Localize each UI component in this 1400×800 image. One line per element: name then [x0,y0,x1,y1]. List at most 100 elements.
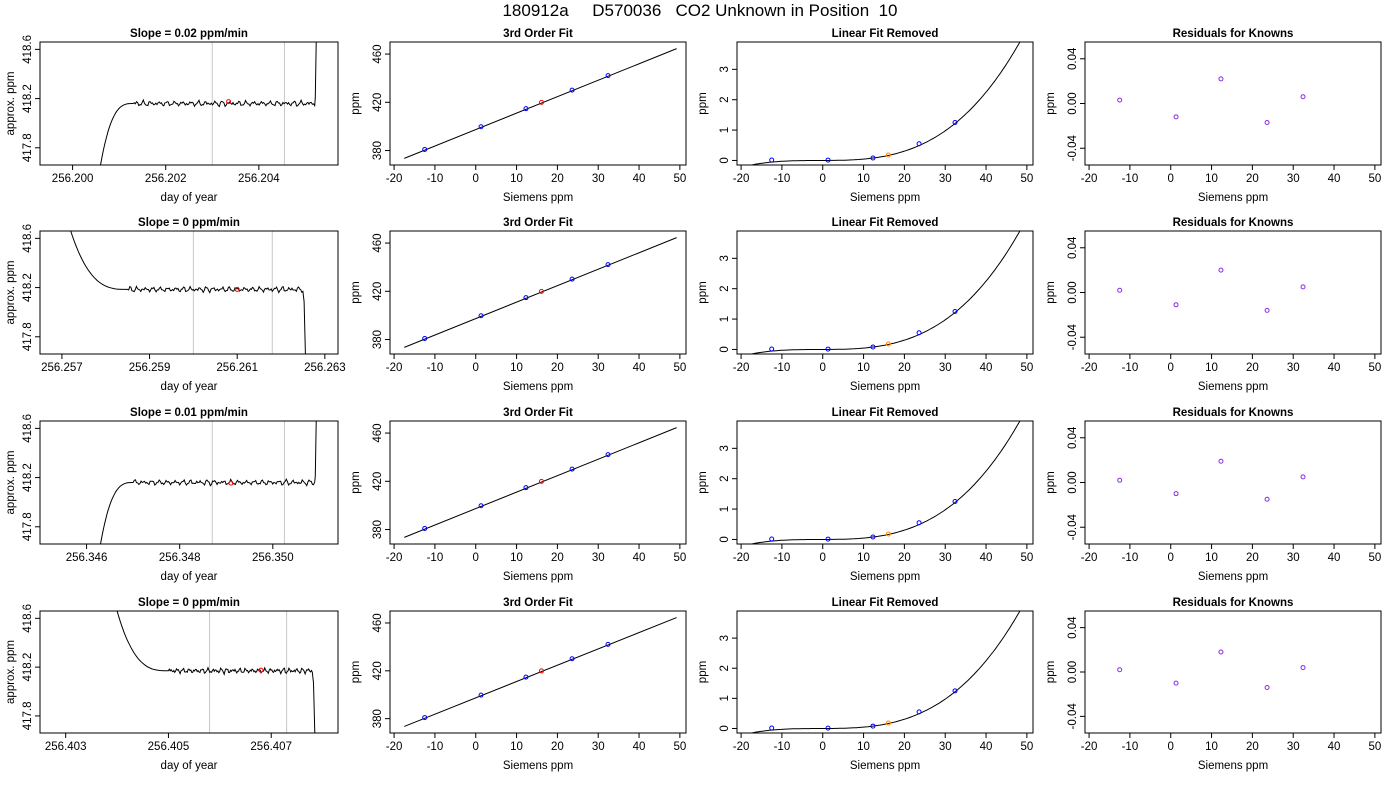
y-tick-label: 0.00 [1067,471,1079,493]
plot-frame [1084,230,1382,355]
y-tick-label: 1 [719,316,731,322]
plot-frame [39,230,339,355]
unknown-point [538,99,544,105]
fit-line [404,427,677,538]
y-axis-label: ppm [350,661,362,683]
x-tick-label: -10 [427,173,444,185]
unknown-point [538,288,544,294]
known-point [569,656,575,662]
x-tick-label: 30 [1287,173,1300,185]
known-point [478,124,484,130]
y-tick-label: 0.04 [1067,426,1079,449]
x-tick-label: 0 [820,173,826,185]
x-tick-label: 20 [551,741,564,753]
x-tick-label: -20 [386,741,403,753]
x-tick-label: -20 [386,552,403,564]
x-tick-label: 10 [857,362,870,374]
y-axis-label: ppm [697,92,709,114]
y-tick-label: 1 [719,127,731,133]
y-tick-label: -0.04 [1067,703,1079,730]
y-axis-label: ppm [697,281,709,303]
y-tick-label: 0.04 [1067,236,1079,259]
x-axis-label: Siemens ppm [850,571,920,583]
fit-line [404,237,677,348]
panel-title: Linear Fit Removed [832,28,939,40]
plot-frame [736,41,1034,166]
panel-r4c2: 3rd Order Fit Siemens ppm ppm -20 -10 0 10 20 30… [350,597,687,772]
y-tick-label: 417.8 [22,702,34,731]
x-tick-label: 30 [1287,741,1300,753]
known-point [422,715,428,721]
panel-r4c1: Slope = 0 ppm/min day of year approx. ppm 2… [5,597,339,772]
y-tick-label: 417.8 [22,133,34,162]
y-axis-label: approx. ppm [5,72,17,136]
y-axis-label: ppm [1045,92,1057,114]
y-axis-label: ppm [1045,661,1057,683]
plot-area [749,42,1021,165]
x-tick-label: 40 [1328,362,1341,374]
x-tick-label: 256.407 [250,741,292,753]
y-tick-label: 3 [719,255,731,261]
plot-frame [389,41,687,166]
residual-point [1300,94,1306,100]
panel-title: Slope = 0 ppm/min [138,597,240,609]
x-tick-label: 50 [1020,552,1033,564]
residual-point [1264,120,1270,126]
panel-r2c4: Residuals for Knowns Siemens ppm ppm -20 -10… [1045,217,1382,393]
x-tick-label: 30 [939,741,952,753]
x-tick-label: 0 [473,552,479,564]
residual-point [1117,477,1123,483]
x-tick-label: 30 [592,173,605,185]
residual-point [1264,496,1270,502]
y-tick-label: 2 [719,665,731,671]
y-tick-label: 418.6 [22,414,34,443]
residual-point [1173,114,1179,120]
known-point [952,308,958,314]
x-tick-label: -10 [427,362,444,374]
x-axis-label: Siemens ppm [850,192,920,204]
x-tick-label: 10 [1205,173,1218,185]
plot-area [749,611,1021,733]
y-tick-label: 0.00 [1067,92,1079,114]
signal-trace [116,611,316,733]
panel-r2c2: 3rd Order Fit Siemens ppm ppm -20 -10 0 10 20 30… [350,217,687,393]
plot-frame [389,420,687,545]
x-tick-label: 20 [551,552,564,564]
y-tick-label: 380 [372,330,384,349]
x-tick-label: 256.403 [45,741,87,753]
x-tick-label: 40 [1328,741,1341,753]
plot-area [100,421,317,544]
plot-area [404,427,677,538]
x-tick-label: 10 [857,741,870,753]
y-axis-label: ppm [350,281,362,303]
x-axis-label: day of year [161,381,218,393]
panel-title: Slope = 0 ppm/min [138,217,240,229]
x-tick-label: 50 [673,173,686,185]
panel-r3c2: 3rd Order Fit Siemens ppm ppm -20 -10 0 10 20 30… [350,407,687,583]
x-axis-label: Siemens ppm [503,571,573,583]
residual-point [1264,307,1270,313]
y-axis-label: ppm [350,471,362,493]
y-tick-label: 418.6 [22,604,34,633]
x-tick-label: -10 [774,552,791,564]
known-point [952,688,958,694]
x-tick-label: 10 [1205,362,1218,374]
y-tick-label: 380 [372,520,384,539]
x-tick-label: 50 [1020,173,1033,185]
x-tick-label: -20 [733,173,750,185]
known-point [523,485,529,491]
x-tick-label: 256.348 [159,552,201,564]
x-tick-label: 10 [510,173,523,185]
known-point [916,141,922,147]
x-tick-label: -10 [427,552,444,564]
residual-point [1218,267,1224,273]
known-point [825,346,831,352]
x-tick-label: 10 [510,552,523,564]
plot-frame [39,41,339,166]
panel-r4c3: Linear Fit Removed Siemens ppm ppm -20 -10 0 1… [697,597,1034,772]
panel-title: 3rd Order Fit [503,597,573,609]
x-tick-label: 256.202 [145,173,187,185]
y-tick-label: 418.6 [22,35,34,64]
x-tick-label: 50 [673,741,686,753]
known-point [769,157,775,163]
